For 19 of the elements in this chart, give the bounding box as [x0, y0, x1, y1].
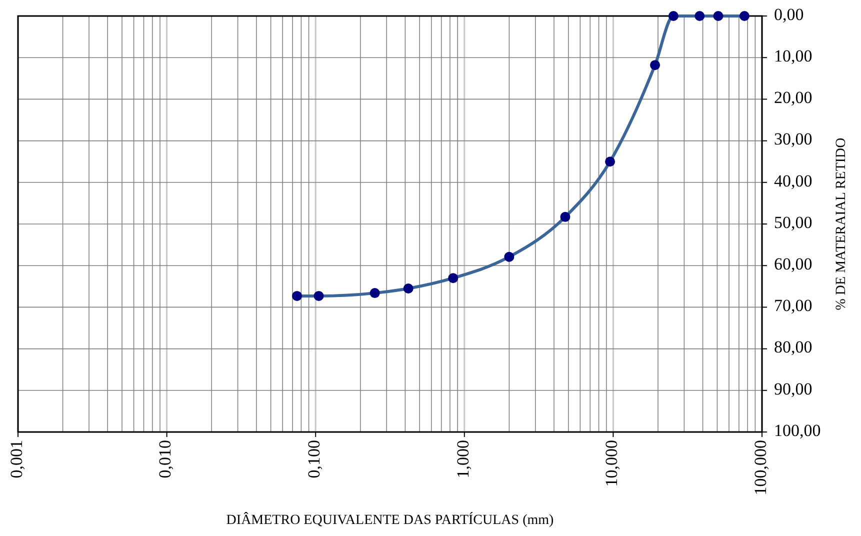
- x-tick-label: 1,000: [453, 440, 472, 478]
- y-tick-label: 30,00: [774, 130, 812, 149]
- y-tick-label: 100,00: [774, 420, 821, 440]
- y-axis-title: % DE MATERAIAL RETIDO: [834, 138, 849, 310]
- y-tick-label: 50,00: [774, 212, 812, 232]
- x-tick-label: 10,000: [602, 440, 622, 487]
- y-tick-label: 80,00: [774, 338, 812, 357]
- y-tick-label: 70,00: [774, 296, 812, 316]
- y-tick-label: 90,00: [774, 379, 812, 398]
- y-tick-label: 10,00: [774, 46, 812, 66]
- y-tick-label: 40,00: [774, 171, 812, 190]
- x-tick-label: 100,000: [750, 440, 770, 496]
- x-tick-label: 0,100: [304, 440, 324, 478]
- y-tick-label: 60,00: [774, 254, 812, 274]
- x-tick-label: 0,010: [156, 440, 175, 478]
- y-tick-label: 0,00: [774, 4, 804, 24]
- x-tick-label: 0,001: [6, 440, 26, 478]
- y-tick-label: 20,00: [774, 88, 812, 108]
- x-axis-title: DIÂMETRO EQUIVALENTE DAS PARTÍCULAS (mm): [226, 511, 554, 528]
